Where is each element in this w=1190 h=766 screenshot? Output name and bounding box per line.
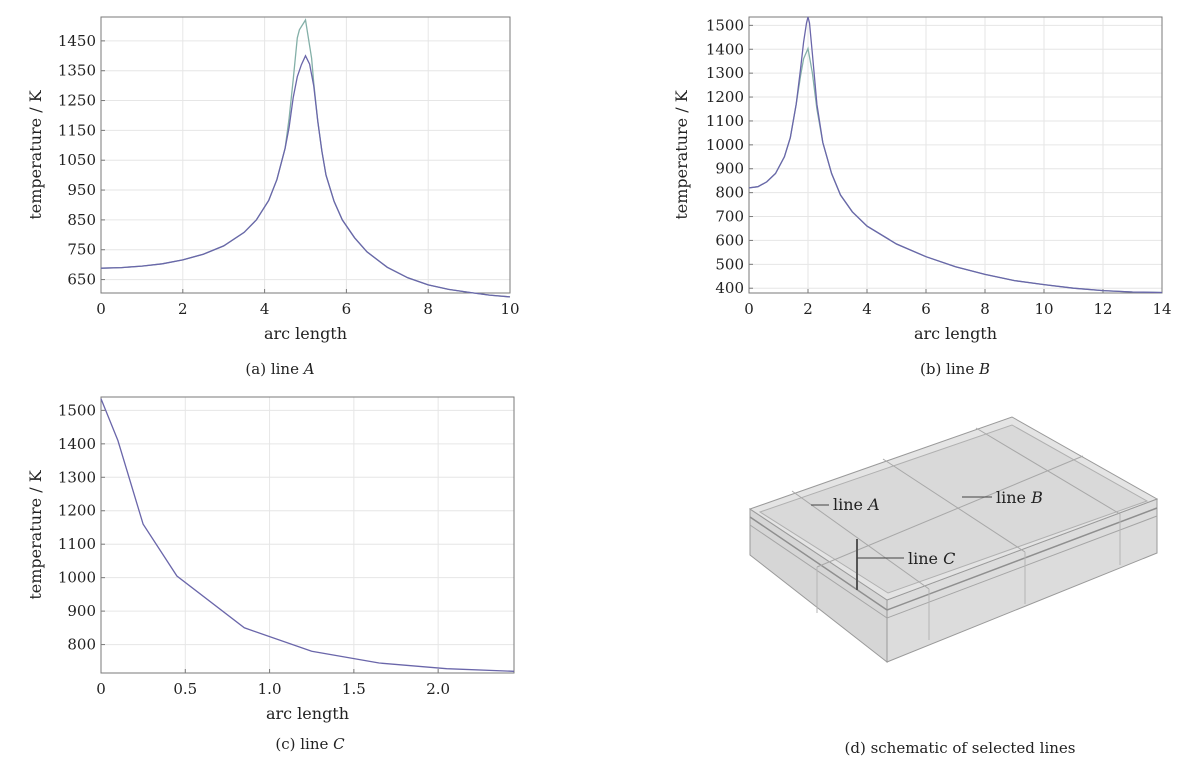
- x-tick-label: 2.0: [426, 680, 450, 698]
- y-tick-label: 950: [67, 181, 96, 199]
- series-line-1: [748, 46, 1163, 294]
- caption-b-letter: B: [978, 360, 990, 378]
- box-layer-line: [749, 516, 888, 611]
- x-tick-label: 0.5: [173, 680, 197, 698]
- plot-frame: [100, 396, 515, 674]
- x-tick-label: 10: [1034, 300, 1053, 318]
- chart-line-a: 650 750 850 950 1050 1150 1250 1350 1450 0 2 4 6 8 10 a…: [26, 16, 520, 343]
- y-tick-label: 700: [715, 208, 744, 226]
- series-line-2: [100, 54, 511, 298]
- plot-frame: [748, 16, 1163, 294]
- y-tick-label: 850: [67, 211, 96, 229]
- x-tick-label: 0: [96, 300, 106, 318]
- caption-schematic: (d) schematic of selected lines: [844, 739, 1076, 757]
- caption-c-letter: C: [333, 735, 345, 753]
- plot-frame-border: [100, 396, 515, 674]
- y-tick-label: 400: [715, 279, 744, 297]
- box-partition: [882, 458, 1026, 553]
- schematic-label-c: line C: [908, 549, 955, 568]
- y-tick-label: 1300: [706, 64, 744, 82]
- y-tick-label: 1250: [58, 92, 96, 110]
- y-tick-label: 800: [67, 636, 96, 654]
- x-tick-label: 8: [423, 300, 433, 318]
- y-tick-label: 1050: [58, 151, 96, 169]
- box-layer-line: [886, 515, 1158, 619]
- x-tick-label: 1.5: [342, 680, 366, 698]
- y-tick-label: 1200: [58, 502, 96, 520]
- caption-line-b: (b) line B: [830, 360, 1080, 378]
- y-tick-label: 1500: [58, 401, 96, 419]
- caption-line-c: (c) line C: [185, 735, 435, 753]
- x-tick-label: 0: [744, 300, 754, 318]
- y-tick-label: 600: [715, 231, 744, 249]
- series-line-1: [100, 398, 515, 672]
- caption-line-a: (a) line A: [155, 360, 405, 378]
- y-tick-label: 1000: [58, 569, 96, 587]
- caption-a-letter: A: [303, 360, 315, 378]
- x-tick-label: 2: [803, 300, 813, 318]
- x-tick-label: 14: [1152, 300, 1171, 318]
- x-axis-label: arc length: [266, 704, 349, 723]
- box-layer-line: [749, 524, 888, 619]
- y-tick-label: 1200: [706, 88, 744, 106]
- chart-line-c: 800 900 1000 1100 1200 1300 1400 1500 0 0.5 1.0 1.5…: [26, 396, 515, 723]
- box-partition: [816, 455, 1084, 568]
- series-line-2: [748, 16, 1163, 294]
- x-tick-label: 10: [500, 300, 519, 318]
- series-line-1: [100, 18, 511, 298]
- x-axis-label: arc length: [264, 324, 347, 343]
- chart-line-b: 400 500 600 700 800 900 1000 1100 1200 1300 1400 15…: [672, 16, 1172, 343]
- x-tick-label: 6: [921, 300, 931, 318]
- y-tick-label: 1300: [58, 468, 96, 486]
- x-tick-label: 1.0: [258, 680, 282, 698]
- y-axis-label: temperature / K: [672, 89, 691, 219]
- schematic-label-a: line A: [833, 495, 880, 514]
- x-tick-label: 4: [862, 300, 872, 318]
- y-tick-label: 1400: [58, 435, 96, 453]
- caption-c-prefix: (c) line: [275, 735, 334, 753]
- caption-b-prefix: (b) line: [919, 360, 979, 378]
- x-tick-label: 8: [980, 300, 990, 318]
- y-tick-label: 1450: [58, 32, 96, 50]
- plot-frame: [100, 16, 511, 294]
- y-axis-label: temperature / K: [26, 469, 45, 599]
- y-axis-label: temperature / K: [26, 89, 45, 219]
- y-tick-label: 500: [715, 255, 744, 273]
- box-layer-line: [886, 507, 1158, 611]
- schematic-box: line A line B line C: [748, 416, 1159, 664]
- x-tick-label: 6: [342, 300, 352, 318]
- y-tick-label: 1350: [58, 62, 96, 80]
- x-tick-label: 0: [96, 680, 106, 698]
- caption-a-prefix: (a) line: [245, 360, 304, 378]
- y-tick-label: 1400: [706, 40, 744, 58]
- y-tick-label: 900: [67, 602, 96, 620]
- y-tick-label: 1100: [706, 112, 744, 130]
- plot-frame-border: [100, 16, 511, 294]
- y-tick-label: 650: [67, 271, 96, 289]
- y-tick-label: 1000: [706, 136, 744, 154]
- x-axis-label: arc length: [914, 324, 997, 343]
- x-tick-label: 2: [178, 300, 188, 318]
- y-tick-label: 1100: [58, 535, 96, 553]
- y-tick-label: 900: [715, 160, 744, 178]
- plot-frame-border: [748, 16, 1163, 294]
- schematic-label-b: line B: [996, 488, 1043, 507]
- x-tick-label: 12: [1093, 300, 1112, 318]
- x-tick-label: 4: [260, 300, 270, 318]
- y-tick-label: 750: [67, 241, 96, 259]
- y-tick-label: 800: [715, 184, 744, 202]
- y-tick-label: 1500: [706, 16, 744, 34]
- box-partition: [791, 490, 930, 590]
- y-tick-label: 1150: [58, 121, 96, 139]
